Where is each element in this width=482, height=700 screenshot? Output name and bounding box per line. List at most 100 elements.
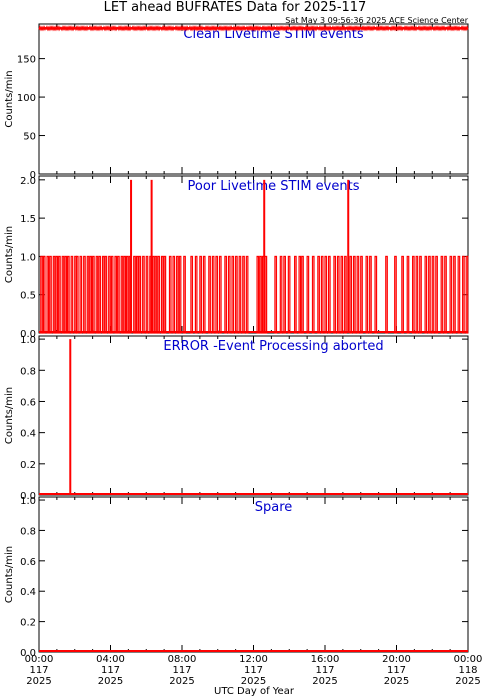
x-tick-doy: 117 <box>244 665 263 676</box>
series-pulse <box>227 255 231 334</box>
series-pulse <box>256 255 260 334</box>
series-pulse <box>235 255 238 334</box>
x-tick-year: 2025 <box>169 676 194 687</box>
series-pulse <box>42 255 46 334</box>
series-pulse <box>215 255 219 334</box>
x-tick-time: 00:00 <box>454 654 482 665</box>
series-pulse <box>104 255 108 334</box>
y-tick-label: 150 <box>17 55 36 66</box>
y-tick-label: 0.6 <box>20 557 36 568</box>
series-pulse <box>176 255 179 334</box>
y-tick-label: 1.5 <box>20 214 36 225</box>
series-pulse <box>231 255 235 334</box>
x-tick-doy: 117 <box>315 665 334 676</box>
series-pulse <box>202 255 206 334</box>
series-pulse <box>462 255 465 334</box>
series-pulse <box>349 255 353 334</box>
series-pulse <box>55 255 59 334</box>
series-pulse <box>61 255 65 334</box>
y-tick-label: 1.0 <box>20 335 36 346</box>
series-pulse <box>449 255 453 334</box>
y-axis-label: Counts/min <box>4 546 15 603</box>
series-pulse <box>311 255 315 334</box>
series-pulse <box>183 255 186 334</box>
x-tick-doy: 117 <box>29 665 48 676</box>
x-tick-doy: 117 <box>172 665 191 676</box>
series-pulse <box>40 255 43 334</box>
x-tick-time: 20:00 <box>382 654 411 665</box>
y-axis-label: Counts/min <box>4 226 15 283</box>
series-pulse <box>356 255 360 334</box>
x-tick-time: 04:00 <box>96 654 125 665</box>
series-pulse <box>419 255 422 334</box>
series-pulse <box>365 255 369 334</box>
series-pulse <box>199 255 202 334</box>
y-tick-label: 1.0 <box>20 252 36 263</box>
y-tick-label: 0.8 <box>20 366 36 377</box>
series-pulse <box>411 255 415 334</box>
series-pulse <box>279 255 283 334</box>
chart-title: LET ahead BUFRATES Data for 2025-117 <box>104 0 367 15</box>
x-tick-year: 2025 <box>312 676 337 687</box>
series-pulse <box>101 255 105 334</box>
series-pulse <box>157 255 160 334</box>
series-pulse <box>224 255 227 334</box>
panel-frame <box>38 496 469 653</box>
series-pulse <box>108 255 111 334</box>
series-pulse <box>444 255 447 334</box>
series-pulse <box>238 255 242 334</box>
y-tick-label: 50 <box>23 132 36 143</box>
series-pulse <box>125 255 129 334</box>
series-pulse <box>428 255 431 334</box>
series-pulse <box>415 255 419 334</box>
series-pulse <box>154 255 158 334</box>
x-tick-year: 2025 <box>26 676 51 687</box>
series-pulse <box>117 255 120 334</box>
y-tick-label: 0.0 <box>20 329 36 340</box>
x-axis-label: UTC Day of Year <box>214 686 295 697</box>
x-tick-year: 2025 <box>98 676 123 687</box>
series-pulse <box>401 255 404 334</box>
series-pulse <box>92 255 95 334</box>
x-tick-year: 2025 <box>384 676 409 687</box>
series-pulse <box>135 255 139 334</box>
series-pulse <box>457 255 461 334</box>
series-pulse <box>336 255 340 334</box>
series-pulse <box>369 255 372 334</box>
series-pulse <box>160 255 164 334</box>
series-pulse <box>46 255 50 334</box>
x-tick-time: 12:00 <box>239 654 268 665</box>
series-pulse <box>385 255 388 334</box>
series-pulse <box>114 255 118 334</box>
series-pulse <box>64 255 68 334</box>
series-pulse <box>79 255 83 334</box>
series-pulse <box>75 255 79 334</box>
series-pulse <box>333 255 337 334</box>
y-tick-label: 0.8 <box>20 526 36 537</box>
series-pulse <box>327 255 331 334</box>
series-pulse <box>424 255 428 334</box>
series-pulse <box>360 255 363 334</box>
series-pulse <box>49 255 52 334</box>
panel-title: Spare <box>255 500 293 515</box>
series-pulse <box>86 255 90 334</box>
series-pulse <box>242 255 245 334</box>
y-tick-label: 0.4 <box>20 587 36 598</box>
panel-title: Poor Livetime STIM events <box>188 179 360 194</box>
series-pulse <box>435 255 438 334</box>
series-pulse <box>344 255 347 334</box>
timestamp: Sat May 3 09:56:36 2025 ACE Science Cent… <box>285 16 468 25</box>
series-pulse <box>120 255 124 334</box>
series-pulse <box>95 255 99 334</box>
x-tick-year: 2025 <box>241 676 266 687</box>
series-pulse <box>89 255 93 334</box>
series-pulse <box>440 255 444 334</box>
y-tick-label: 0.5 <box>20 291 36 302</box>
